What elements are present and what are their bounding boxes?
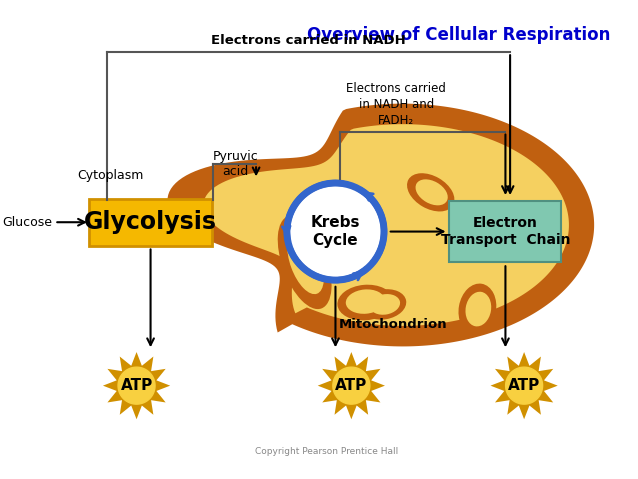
Polygon shape: [103, 352, 170, 419]
Text: Overview of Cellular Respiration: Overview of Cellular Respiration: [307, 26, 611, 44]
Text: Mitochondrion: Mitochondrion: [339, 319, 448, 331]
Text: ATP: ATP: [508, 378, 540, 393]
Polygon shape: [168, 103, 594, 346]
Text: Glucose: Glucose: [3, 216, 52, 229]
Ellipse shape: [370, 294, 400, 315]
Text: Electrons carried in NADH: Electrons carried in NADH: [211, 34, 406, 46]
Text: Krebs
Cycle: Krebs Cycle: [311, 215, 360, 249]
Text: Electrons carried
in NADH and
FADH₂: Electrons carried in NADH and FADH₂: [346, 82, 446, 127]
Ellipse shape: [362, 289, 406, 319]
Text: ATP: ATP: [335, 378, 367, 393]
Ellipse shape: [287, 230, 324, 294]
Ellipse shape: [459, 284, 496, 334]
FancyBboxPatch shape: [89, 199, 212, 246]
Ellipse shape: [415, 179, 448, 205]
Ellipse shape: [466, 292, 491, 326]
Polygon shape: [506, 367, 542, 404]
Ellipse shape: [278, 216, 332, 309]
Polygon shape: [204, 124, 569, 326]
Ellipse shape: [407, 173, 454, 211]
Polygon shape: [318, 352, 385, 419]
Text: Pyruvic
acid: Pyruvic acid: [212, 150, 258, 178]
Ellipse shape: [338, 285, 393, 320]
Ellipse shape: [346, 289, 385, 314]
Text: Electron
Transport  Chain: Electron Transport Chain: [441, 216, 570, 248]
Text: ATP: ATP: [121, 378, 152, 393]
Text: Cytoplasm: Cytoplasm: [78, 169, 144, 182]
Polygon shape: [118, 367, 155, 404]
Polygon shape: [333, 367, 370, 404]
Text: Copyright Pearson Prentice Hall: Copyright Pearson Prentice Hall: [255, 447, 399, 456]
Text: Glycolysis: Glycolysis: [84, 210, 217, 234]
Polygon shape: [491, 352, 558, 419]
FancyBboxPatch shape: [449, 201, 561, 262]
Circle shape: [290, 186, 382, 277]
